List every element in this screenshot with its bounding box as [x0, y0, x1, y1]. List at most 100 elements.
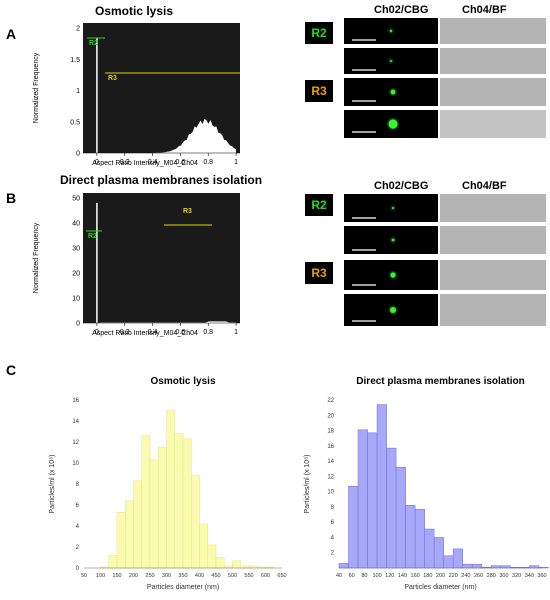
histogram-bar — [199, 523, 208, 569]
x-tick-label: 50 — [81, 573, 87, 579]
panel-letter-c: C — [6, 362, 17, 378]
panel-a-histogram: 0 0.2 0.4 0.6 0.8 1 0 0.5 1 1.5 2 Normalized Frequ… — [33, 23, 240, 167]
histogram-bar — [367, 432, 378, 569]
x-tick-label: 140 — [398, 573, 407, 579]
histogram-bar — [376, 404, 387, 569]
histogram-bar — [141, 435, 151, 569]
hist-b-plot-bg — [83, 193, 240, 323]
cell-image — [344, 226, 438, 254]
x-tick-label: 0 — [95, 159, 99, 166]
histogram-bar — [133, 480, 142, 569]
hist-a-axes: 0 0.2 0.4 0.6 0.8 1 0 0.5 1 1.5 2 — [70, 26, 240, 166]
y-tick-label: 4 — [331, 535, 335, 541]
panel-b-region-r3: R3 — [305, 262, 333, 284]
x-tick-label: 0.4 — [148, 159, 158, 166]
brightfield-image — [440, 48, 546, 74]
brightfield-image — [440, 194, 546, 222]
y-tick-label: 14 — [72, 419, 79, 425]
histogram-bar — [338, 563, 349, 569]
histogram-bar — [248, 565, 258, 569]
y-tick-label: 18 — [327, 429, 334, 435]
x-tick-label: 320 — [512, 573, 521, 579]
hist-a-xlabel: Aspect Ratio Intensity_M04_Ch04 — [92, 160, 198, 167]
y-tick-label: 14 — [327, 459, 334, 465]
panel-a-ch02-header: Ch02/CBG — [374, 4, 429, 16]
panel-b-title: Direct plasma membranes isolation — [60, 173, 263, 187]
histogram-bar — [462, 563, 473, 569]
y-axis-label: Particles/ml (x 10⁸) — [49, 455, 56, 514]
x-tick-label: 0.6 — [176, 159, 186, 166]
y-tick-label: 10 — [72, 461, 79, 467]
histogram-bar — [491, 565, 502, 569]
x-tick-label: 200 — [436, 573, 445, 579]
histogram-bar — [424, 528, 435, 569]
cell-image — [344, 48, 438, 74]
y-tick-label: 1 — [76, 88, 80, 95]
histogram-bar — [125, 500, 134, 569]
panel-a-region-r3: R3 — [305, 80, 333, 102]
hist-b-ylabel: Normalized Frequency — [33, 222, 40, 293]
histogram-bar — [232, 560, 241, 569]
x-tick-label: 0 — [95, 329, 99, 336]
histogram-bar — [191, 475, 200, 569]
cell-image — [344, 78, 438, 106]
histogram-bar — [386, 447, 397, 569]
hist-area — [99, 321, 237, 323]
x-tick-label: 250 — [145, 573, 154, 579]
histogram-bar — [207, 544, 217, 569]
histogram-bar — [348, 486, 359, 569]
brightfield-image — [440, 78, 546, 106]
y-tick-label: 16 — [327, 444, 334, 450]
histogram-bar — [443, 555, 454, 569]
y-tick-label: 16 — [72, 398, 79, 404]
y-tick-label: 20 — [72, 271, 80, 278]
x-tick-label: 400 — [195, 573, 204, 579]
y-tick-label: 30 — [72, 246, 80, 253]
x-tick-label: 160 — [411, 573, 420, 579]
hist-area — [117, 119, 237, 153]
chart-title: Direct plasma membranes isolation — [356, 376, 524, 387]
x-tick-label: 300 — [499, 573, 508, 579]
histogram-bar — [182, 438, 192, 569]
panel-a-title: Osmotic lysis — [95, 4, 174, 18]
y-tick-label: 12 — [72, 440, 79, 446]
x-tick-label: 120 — [385, 573, 394, 579]
cell-image — [344, 260, 438, 290]
y-tick-label: 12 — [327, 474, 334, 480]
x-tick-label: 200 — [129, 573, 138, 579]
panel-b-region-r2: R2 — [305, 194, 333, 216]
x-tick-label: 80 — [361, 573, 367, 579]
x-tick-label: 600 — [261, 573, 270, 579]
panel-b-ch04-header: Ch04/BF — [462, 180, 507, 192]
cell-image — [344, 18, 438, 44]
chart-direct-isolation: Direct plasma membranes isolation 40 60 80 1… — [304, 376, 549, 591]
hist-b-xlabel: Aspect Ratio Intensity_M04_Ch04 — [92, 330, 198, 337]
panel-a-region-r2: R2 — [305, 22, 333, 44]
brightfield-image — [440, 260, 546, 290]
brightfield-image — [440, 110, 546, 138]
x-tick-label: 650 — [277, 573, 286, 579]
hist-b-gate-r3: R3 — [183, 208, 192, 215]
y-tick-label: 0 — [76, 566, 80, 572]
x-tick-label: 350 — [178, 573, 187, 579]
histogram-bar — [395, 466, 406, 569]
y-tick-label: 40 — [72, 221, 80, 228]
cell-image — [344, 294, 438, 326]
histogram-bar — [405, 505, 416, 569]
x-tick-label: 100 — [96, 573, 105, 579]
x-tick-label: 0.4 — [148, 329, 158, 336]
cell-image — [344, 110, 438, 138]
x-tick-label: 500 — [228, 573, 237, 579]
histogram-bar — [215, 557, 225, 569]
histogram-bar — [116, 512, 126, 569]
brightfield-image — [440, 294, 546, 326]
x-axis-label: Particles diameter (nm) — [147, 584, 219, 591]
x-tick-label: 260 — [474, 573, 483, 579]
y-tick-label: 2 — [76, 26, 80, 33]
cell-image — [344, 194, 438, 222]
y-tick-label: 0 — [76, 321, 80, 328]
x-tick-label: 1 — [234, 159, 238, 166]
